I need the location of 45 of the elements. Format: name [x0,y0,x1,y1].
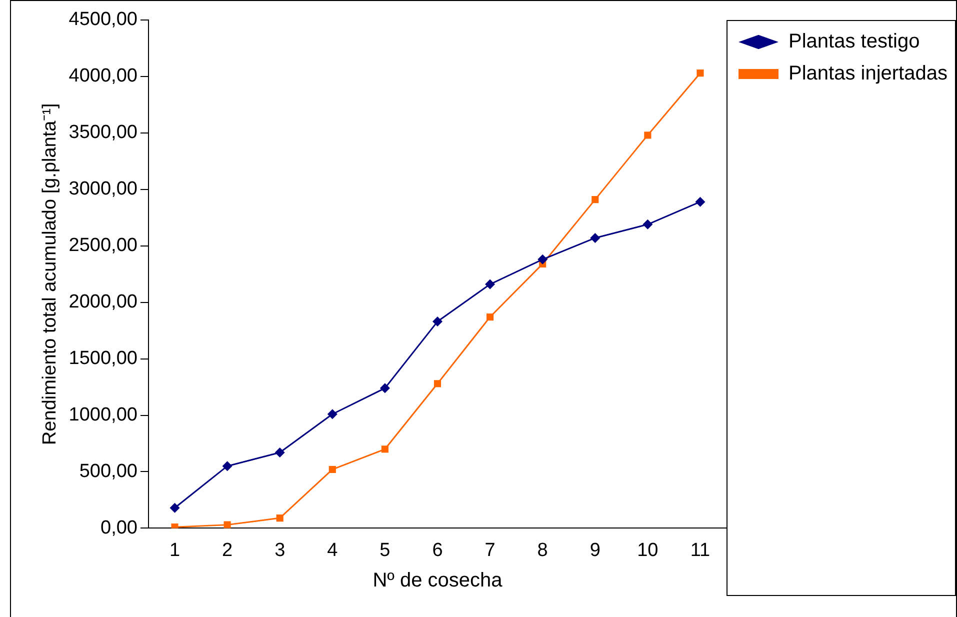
point [695,196,706,207]
y-tick-label: 2000,00 [68,292,138,313]
x-tick-label: 11 [690,540,710,561]
x-tick-label: 9 [590,540,600,561]
point [486,313,494,321]
y-tick-label: 4000,00 [68,66,138,87]
point [224,521,231,528]
point [328,466,336,474]
x-tick-label: 3 [274,540,286,561]
point [222,461,232,472]
point [274,448,285,458]
x-tick-label: 2 [222,540,233,561]
y-tick-label: 0,00 [100,517,138,538]
point [380,383,390,394]
point [276,514,284,522]
point [538,254,548,264]
y-tick-label: 1000,00 [68,404,138,426]
x-tick-label: 10 [637,540,658,561]
point [432,316,442,327]
point [592,196,599,204]
point [327,409,338,420]
y-tick-label: 3500,00 [68,122,138,144]
y-tick-label: 500,00 [79,460,138,482]
point [696,70,704,77]
x-tick-label: 7 [484,540,496,561]
point [590,232,600,243]
point [434,380,442,388]
x-tick-label: 4 [327,540,338,561]
y-axis-title: Rendimiento total acumulado [g.planta⁻¹] [40,103,61,446]
x-tick-label: 6 [432,540,443,561]
point [644,132,652,139]
point [170,502,180,513]
x-tick-label: 5 [380,540,390,561]
x-tick-label: 1 [169,540,180,561]
legend-label: Plantas testigo [788,30,920,53]
point [485,279,496,290]
point [642,219,653,230]
y-tick-label: 4500,00 [68,9,138,30]
legend-label: Plantas injertadas [788,62,948,85]
y-tick-label: 3000,00 [68,178,138,200]
point [381,446,388,453]
x-axis-title: Nº de cosecha [372,570,504,592]
x-tick-label: 8 [537,540,548,561]
y-tick-label: 2500,00 [68,235,138,256]
y-tick-label: 1500,00 [68,348,138,370]
